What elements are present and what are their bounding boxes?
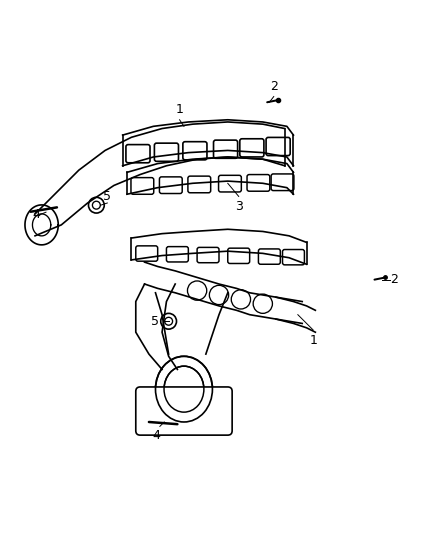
Text: 3: 3 — [235, 200, 243, 213]
Text: 1: 1 — [176, 103, 184, 116]
FancyBboxPatch shape — [266, 138, 290, 156]
FancyBboxPatch shape — [131, 177, 154, 194]
FancyBboxPatch shape — [283, 249, 304, 265]
FancyBboxPatch shape — [166, 247, 188, 262]
FancyBboxPatch shape — [240, 139, 264, 157]
Text: 4: 4 — [32, 208, 40, 221]
FancyBboxPatch shape — [247, 175, 270, 191]
FancyBboxPatch shape — [271, 174, 294, 191]
FancyBboxPatch shape — [183, 142, 207, 160]
FancyBboxPatch shape — [214, 140, 237, 158]
FancyBboxPatch shape — [136, 387, 232, 435]
FancyBboxPatch shape — [159, 177, 182, 193]
FancyBboxPatch shape — [258, 249, 280, 264]
FancyBboxPatch shape — [126, 144, 150, 163]
FancyBboxPatch shape — [197, 247, 219, 263]
Text: 1: 1 — [309, 334, 317, 346]
Text: 2: 2 — [390, 273, 398, 286]
Text: 5: 5 — [151, 315, 159, 328]
FancyBboxPatch shape — [188, 176, 211, 193]
Text: 4: 4 — [153, 430, 161, 442]
Text: 5: 5 — [103, 190, 111, 203]
FancyBboxPatch shape — [136, 246, 158, 261]
FancyBboxPatch shape — [228, 248, 250, 263]
Text: 2: 2 — [270, 80, 278, 93]
FancyBboxPatch shape — [154, 143, 178, 161]
FancyBboxPatch shape — [219, 175, 241, 192]
